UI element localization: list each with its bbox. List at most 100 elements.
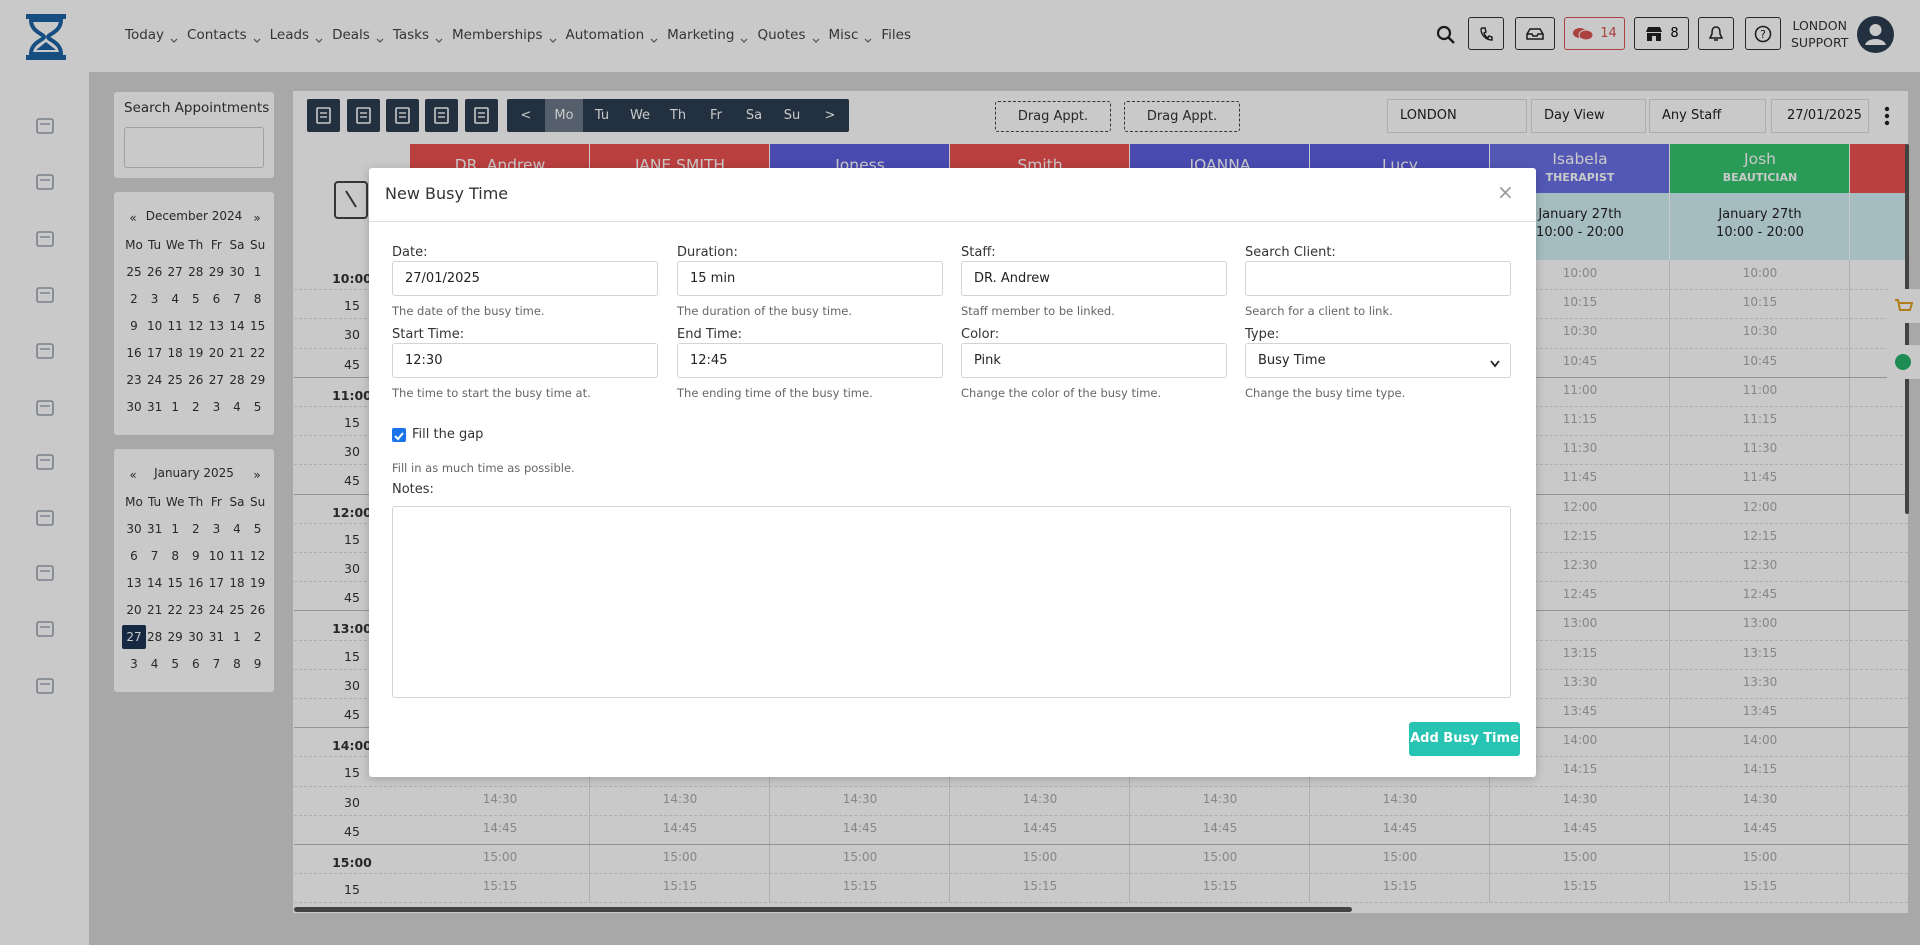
text-input[interactable]: 12:45 xyxy=(677,343,943,378)
slot-time[interactable]: 10:00 xyxy=(1562,266,1598,280)
calendar-day[interactable]: 28 xyxy=(188,265,204,279)
nav-label[interactable]: Misc xyxy=(828,27,859,43)
slot-time[interactable]: 12:00 xyxy=(1742,499,1778,514)
calendar-day[interactable]: 4 xyxy=(233,400,241,414)
toolbar-button[interactable] xyxy=(307,99,340,132)
calendar-next[interactable]: » xyxy=(253,468,261,482)
slot-time[interactable]: 14:45 xyxy=(1022,820,1058,835)
text-input[interactable]: 27/01/2025 xyxy=(392,261,658,296)
slot-time[interactable]: 15:15 xyxy=(842,879,878,894)
slot-time[interactable]: 15:15 xyxy=(1742,879,1778,894)
slot-time[interactable]: 13:00 xyxy=(1742,616,1778,631)
calendar-day[interactable]: 28 xyxy=(229,373,245,387)
calendar-day[interactable]: 19 xyxy=(249,576,266,590)
slot-time[interactable]: 15:00 xyxy=(662,850,698,864)
calendar-day[interactable]: 6 xyxy=(191,657,200,671)
messages-button[interactable]: 14 xyxy=(1564,17,1625,50)
search-icon[interactable] xyxy=(1436,25,1456,45)
text-input[interactable]: 12:30 xyxy=(392,343,658,378)
calendar-day[interactable]: 2 xyxy=(130,292,138,306)
store-button[interactable]: 8 xyxy=(1634,17,1689,50)
slot-time[interactable]: 11:00 xyxy=(1742,382,1778,397)
calendar-day[interactable]: 11 xyxy=(229,549,245,563)
calendar-day[interactable]: 29 xyxy=(167,630,183,644)
calendar-day[interactable]: 2 xyxy=(191,522,200,536)
calendar-day[interactable]: 2 xyxy=(191,400,200,414)
calendar-day[interactable]: 10 xyxy=(146,319,163,333)
nav-label[interactable]: Contacts xyxy=(187,27,247,43)
toolbar-button[interactable] xyxy=(347,99,380,132)
calendar-day[interactable]: 28 xyxy=(146,630,163,644)
calendar-day[interactable]: 1 xyxy=(171,400,179,414)
side-nav-icon[interactable] xyxy=(35,563,55,583)
calendar-day[interactable]: 27 xyxy=(167,265,183,279)
calendar-day[interactable]: 17 xyxy=(208,576,225,590)
nav-label[interactable]: Automation xyxy=(565,27,645,43)
nav-item[interactable]: Today xyxy=(125,25,178,45)
inbox-button[interactable] xyxy=(1515,17,1555,50)
text-input[interactable] xyxy=(1245,261,1511,296)
user-name-line[interactable]: SUPPORT xyxy=(1791,35,1849,50)
toolbar-button[interactable] xyxy=(465,99,498,132)
slot-time[interactable]: 15:00 xyxy=(1022,850,1058,864)
calendar-day[interactable]: 10 xyxy=(208,549,225,563)
slot-time[interactable]: 14:30 xyxy=(842,791,878,806)
side-nav-icon[interactable] xyxy=(35,341,55,361)
calendar-day[interactable]: 21 xyxy=(229,346,245,360)
day-button[interactable]: Sa xyxy=(745,108,763,123)
slot-time[interactable]: 13:45 xyxy=(1562,704,1598,718)
slot-time[interactable]: 10:30 xyxy=(1562,324,1598,339)
nav-item[interactable]: Tasks xyxy=(393,25,443,45)
slot-time[interactable]: 11:45 xyxy=(1742,470,1778,485)
slot-time[interactable]: 14:30 xyxy=(1022,791,1058,806)
user-name-line[interactable]: LONDON xyxy=(1792,18,1847,33)
calendar-day[interactable]: 26 xyxy=(146,265,163,279)
calendar-prev[interactable]: « xyxy=(129,211,137,225)
calendar-day[interactable]: 15 xyxy=(249,319,266,333)
calendar-day[interactable]: 30 xyxy=(126,400,142,414)
filter-select[interactable]: 27/01/2025 xyxy=(1771,99,1869,133)
nav-label[interactable]: Today xyxy=(125,27,165,43)
calendar-day[interactable]: 13 xyxy=(208,319,225,333)
calendar-day[interactable]: 1 xyxy=(253,265,262,279)
calendar-day[interactable]: 16 xyxy=(188,576,204,590)
field-value[interactable]: 27/01/2025 xyxy=(405,271,480,286)
nav-item[interactable]: Files xyxy=(881,25,911,45)
calendar-day[interactable]: 26 xyxy=(249,603,266,617)
slot-time[interactable]: 11:00 xyxy=(1562,382,1598,397)
filter-select[interactable]: Any Staff xyxy=(1649,99,1766,133)
slot-time[interactable]: 10:00 xyxy=(1742,266,1778,280)
calendar-day[interactable]: 25 xyxy=(167,373,183,387)
calendar-day-selected[interactable]: 27 xyxy=(122,625,146,649)
nav-label[interactable]: Marketing xyxy=(667,27,735,43)
field-value[interactable]: Busy Time xyxy=(1258,353,1326,368)
slot-time[interactable]: 14:45 xyxy=(662,820,698,835)
slot-time[interactable]: 12:30 xyxy=(1562,558,1598,572)
calendar-day[interactable]: 24 xyxy=(146,373,163,387)
slot-time[interactable]: 11:15 xyxy=(1562,412,1598,426)
filter-select[interactable]: LONDON xyxy=(1387,99,1527,133)
text-input[interactable]: DR. Andrew xyxy=(961,261,1227,296)
day-button[interactable]: Tu xyxy=(594,108,610,123)
slot-time[interactable]: 10:30 xyxy=(1742,324,1778,339)
calendar-day[interactable]: 30 xyxy=(126,522,142,536)
notifications-button[interactable] xyxy=(1698,17,1734,50)
slot-time[interactable]: 13:15 xyxy=(1742,645,1778,660)
slot-time[interactable]: 10:15 xyxy=(1742,295,1778,310)
calendar-day[interactable]: 17 xyxy=(146,346,163,360)
slot-time[interactable]: 15:00 xyxy=(1202,850,1238,864)
slot-time[interactable]: 12:15 xyxy=(1562,528,1598,543)
nav-item[interactable]: Quotes xyxy=(757,25,819,45)
filter-select[interactable]: Day View xyxy=(1531,99,1646,133)
calendar-day[interactable]: 12 xyxy=(188,319,204,333)
slot-time[interactable]: 13:15 xyxy=(1562,645,1598,660)
calendar-day[interactable]: 1 xyxy=(233,630,241,644)
add-busy-time-button[interactable]: Add Busy Time xyxy=(1409,722,1520,756)
slot-time[interactable]: 15:00 xyxy=(1742,850,1778,864)
calendar-day[interactable]: 26 xyxy=(188,373,204,387)
whatsapp-button[interactable] xyxy=(1886,345,1920,379)
side-nav-icon[interactable] xyxy=(35,229,55,249)
slot-time[interactable]: 11:45 xyxy=(1562,470,1598,485)
field-value[interactable]: 12:45 xyxy=(690,353,728,368)
slot-time[interactable]: 10:45 xyxy=(1742,353,1778,368)
